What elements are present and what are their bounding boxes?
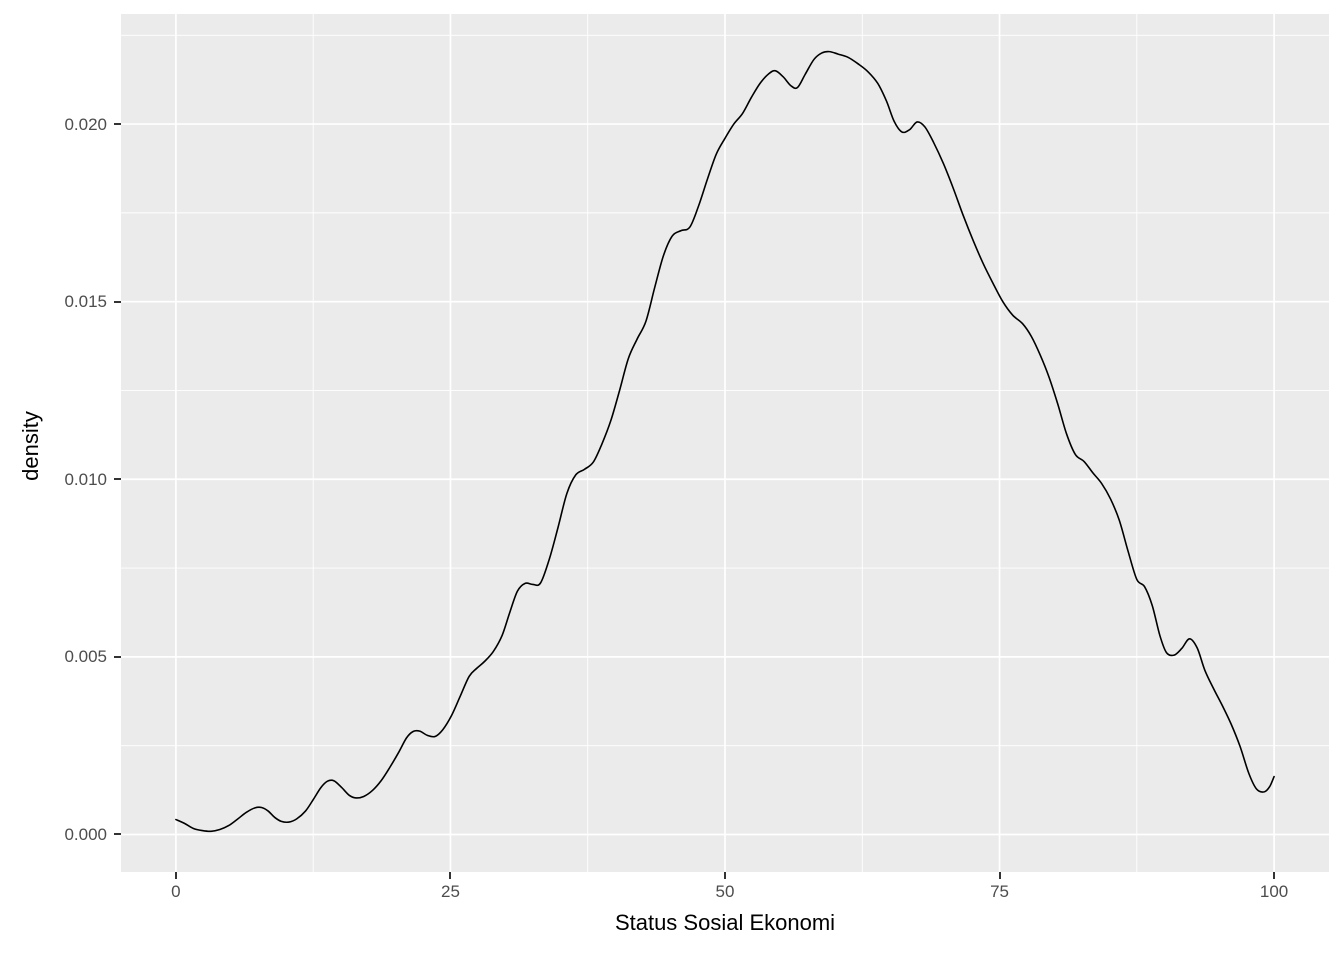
x-tick-label: 25 <box>440 882 460 901</box>
y-tick-label: 0.015 <box>64 292 107 312</box>
y-tick-mark <box>113 833 121 836</box>
y-tick-label: 0.010 <box>64 469 107 489</box>
density-curve <box>175 50 1275 833</box>
major-gridlines <box>121 14 1329 872</box>
y-tick-mark <box>113 123 121 126</box>
y-axis-title: density <box>18 411 43 481</box>
x-tick-label: 100 <box>1259 882 1289 901</box>
x-axis-title: Status Sosial Ekonomi <box>614 910 836 935</box>
x-tick-mark <box>1273 872 1276 879</box>
y-tick-label: 0.000 <box>64 824 107 844</box>
y-tick-mark <box>113 300 121 303</box>
y-tick-label: 0.020 <box>64 114 107 134</box>
x-tick-label: 0 <box>171 882 181 901</box>
x-tick-label: 75 <box>990 882 1009 901</box>
y-tick-mark <box>113 655 121 658</box>
x-tick-mark <box>724 872 726 879</box>
x-tick-label: 50 <box>715 882 735 901</box>
y-tick-mark <box>113 478 121 481</box>
x-tick-mark <box>174 872 177 879</box>
y-tick-label: 0.005 <box>64 647 107 667</box>
x-tick-mark <box>998 872 1001 879</box>
x-tick-mark <box>449 872 452 879</box>
